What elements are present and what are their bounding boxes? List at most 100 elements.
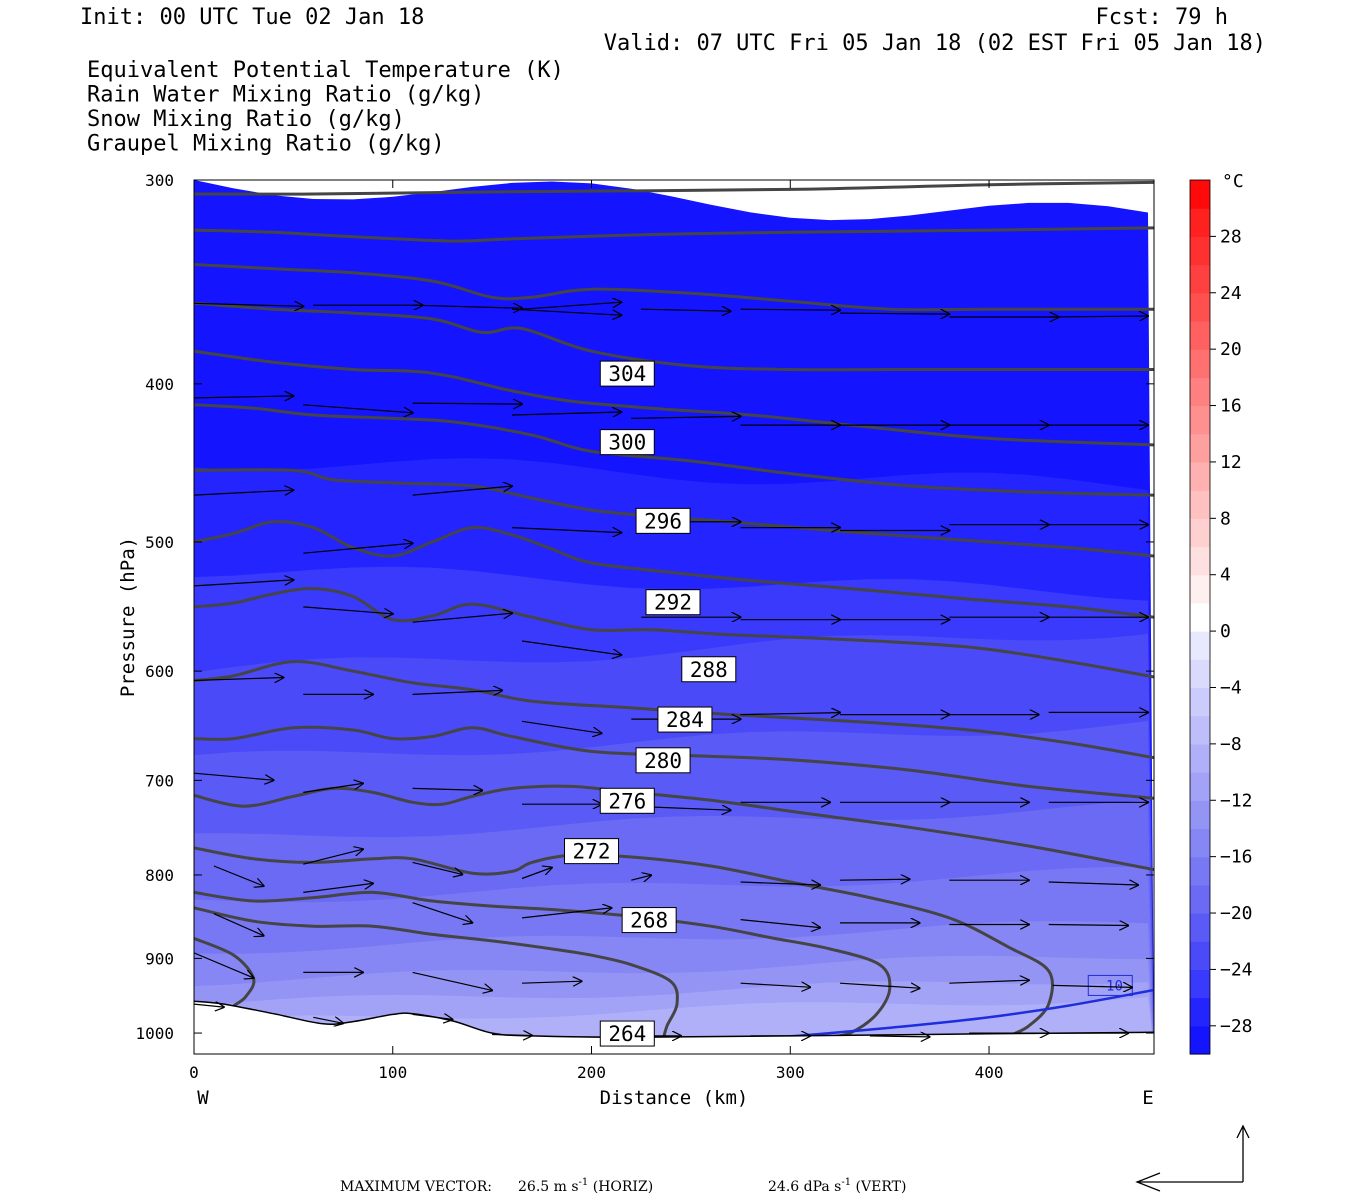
legend-entry-0: Equivalent Potential Temperature (K) (87, 58, 564, 83)
colorbar-tick-label: 28 (1220, 226, 1242, 247)
colorbar-swatch (1190, 208, 1210, 237)
y-tick-label: 800 (145, 866, 174, 885)
theta-e-contour-1 (194, 226, 1154, 243)
colorbar-tick-label: −16 (1220, 847, 1253, 868)
wind-vector (194, 303, 303, 306)
colorbar-tick-label: −8 (1220, 734, 1242, 755)
theta-e-label-box (681, 656, 737, 683)
colorbar-swatch (1190, 828, 1210, 858)
theta-e-label-box (599, 1020, 655, 1047)
theta-e-contour-9 (194, 660, 1154, 760)
wind-vector (511, 527, 621, 533)
colorbar-tick-label: −4 (1220, 677, 1242, 698)
wind-vector (194, 580, 293, 587)
y-axis-label: Pressure (hPa) (117, 537, 139, 697)
wind-vector (511, 308, 621, 315)
theta-e-contour-7 (194, 520, 1154, 619)
colorbar-swatch (1190, 490, 1210, 519)
wind-vector (412, 861, 463, 874)
wind-vector (869, 1036, 930, 1037)
theta-e-label: 292 (654, 591, 692, 615)
colorbar-swatch (1190, 659, 1210, 689)
x-axis-label: Distance (km) (600, 1087, 749, 1109)
y-tick-label: 700 (145, 771, 174, 790)
theta-e-label-box (645, 589, 701, 616)
reference-vector-icon (1135, 1124, 1250, 1192)
theta-e-label: 300 (608, 431, 646, 455)
colorbar-tick-label: −12 (1220, 790, 1253, 811)
colorbar-swatch (1190, 631, 1210, 660)
x-tick-label: 300 (776, 1063, 805, 1082)
wind-vector (641, 309, 730, 311)
theta-e-contour-2 (194, 263, 1154, 312)
theta-e-contour-10 (194, 725, 1154, 800)
x-axis-west-label: W (197, 1087, 209, 1109)
wind-vector (412, 486, 512, 496)
colorbar-swatch (1190, 264, 1210, 294)
temperature-colorbar: 28 24 20 16 12 8 4 0 −4 −8 −12 −16 −20 −24 −28 (1189, 179, 1253, 1055)
init-time: Init: 00 UTC Tue 02 Jan 18 (80, 5, 424, 30)
colorbar-swatch (1190, 518, 1210, 548)
theta-e-label: 304 (608, 362, 646, 386)
wind-vector (412, 690, 503, 694)
y-tick-label: 500 (145, 533, 174, 552)
wind-vector (412, 305, 522, 308)
wind-vector (412, 613, 512, 623)
theta-e-contours (194, 180, 1154, 1041)
colorbar-swatch (1190, 800, 1210, 830)
theta-e-label-box (599, 429, 655, 456)
theta-e-label-box (657, 706, 713, 733)
theta-e-contour-8 (194, 587, 1154, 679)
max-vector-horiz: 26.5 m s-1 (HORIZ) (518, 1177, 653, 1195)
theta-e-contour-6 (194, 468, 1154, 558)
colorbar-tick-label: 12 (1220, 452, 1242, 473)
colorbar-swatch (1190, 856, 1210, 886)
colorbar-swatch (1190, 913, 1210, 942)
colorbar-swatch (1190, 574, 1210, 604)
theta-e-label: 296 (644, 509, 682, 533)
colorbar-swatch (1190, 461, 1210, 491)
wind-vector (412, 403, 522, 404)
colorbar-swatch (1190, 405, 1210, 435)
colorbar-swatch (1190, 969, 1210, 999)
wind-vector (412, 902, 473, 923)
wind-vector (194, 396, 293, 398)
colorbar-tick-label: −20 (1220, 903, 1253, 924)
wind-vector (839, 313, 949, 314)
terrain (194, 1000, 1154, 1054)
wind-vector (303, 783, 363, 793)
terrain-fill (194, 1001, 1154, 1054)
wind-vector (303, 883, 373, 893)
theta-e-contour-0 (194, 180, 1154, 196)
wind-vector (1048, 882, 1138, 885)
wind-vector (521, 640, 621, 655)
colorbar-tick-label: 8 (1220, 508, 1231, 529)
colorbar-swatch (1190, 377, 1210, 407)
y-axis: 300 400 500 600 700 800 900 1000 (135, 171, 1154, 1043)
x-tick-label: 200 (577, 1063, 606, 1082)
colorbar-unit: °C (1222, 171, 1244, 192)
wind-vector (521, 720, 602, 733)
wind-vector (839, 982, 920, 988)
x-axis: 0 100 200 300 400 (189, 180, 1003, 1082)
wind-vector (492, 1035, 532, 1036)
max-vector-horiz-exp: -1 (579, 1177, 589, 1188)
theta-e-contour-12 (194, 846, 1054, 1038)
y-tick-label: 900 (145, 949, 174, 968)
max-vector-vert: 24.6 dPa s-1 (VERT) (768, 1177, 906, 1195)
colorbar-frame (1189, 179, 1211, 1055)
theta-e-contour-14 (194, 906, 679, 1041)
theta-e-label: 288 (690, 658, 728, 682)
legend-entry-1: Rain Water Mixing Ratio (g/kg) (87, 83, 484, 108)
colorbar-tick-label: 0 (1220, 621, 1231, 642)
colorbar-swatch (1190, 941, 1210, 971)
theta-e-label-box (599, 787, 655, 814)
colorbar-swatch (1190, 349, 1210, 378)
wind-vector (740, 882, 821, 885)
colorbar-swatch (1190, 433, 1210, 463)
wind-vector (1048, 316, 1148, 317)
wind-vector (740, 713, 840, 715)
wind-vector (303, 404, 412, 413)
